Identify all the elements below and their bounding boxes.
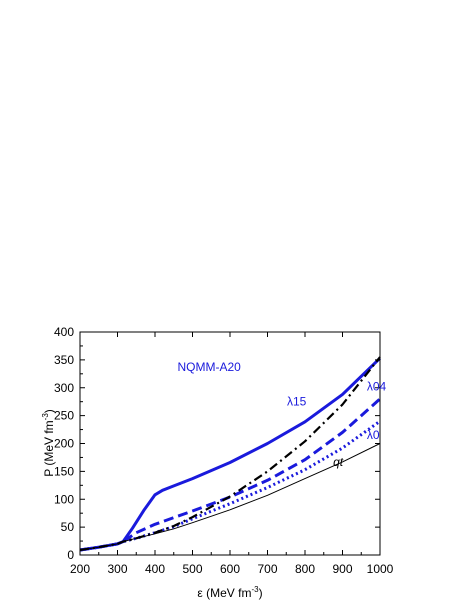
plot-lines xyxy=(79,356,382,552)
series-line-qt xyxy=(79,443,381,551)
x-tick-label: 400 xyxy=(145,562,165,576)
y-tick-label: 100 xyxy=(54,492,74,506)
x-tick-label: 200 xyxy=(70,562,90,576)
x-axis-title: ε (MeV fm-3) xyxy=(197,585,262,600)
series-line-λ0 xyxy=(79,419,381,552)
y-tick-label: 350 xyxy=(54,353,74,367)
series-line-series-3 xyxy=(79,356,381,552)
y-axis-title: P (MeV fm-3) xyxy=(41,409,56,477)
series-labels: λ15 λ04 λ0 qt xyxy=(287,380,387,469)
model-annotation: NQMM-A20 xyxy=(178,360,242,374)
series-line-λ04 xyxy=(79,397,381,552)
x-tick-label: 300 xyxy=(107,562,127,576)
x-tick-label: 500 xyxy=(182,562,202,576)
x-tick-label: 1000 xyxy=(367,562,394,576)
y-tick-label: 400 xyxy=(54,325,74,339)
x-tick-label: 700 xyxy=(257,562,277,576)
y-tick-label: 50 xyxy=(61,520,75,534)
series-label: λ04 xyxy=(367,380,387,394)
x-tick-label: 800 xyxy=(295,562,315,576)
x-tick-label: 900 xyxy=(332,562,352,576)
series-label: λ0 xyxy=(367,428,380,442)
y-tick-label: 150 xyxy=(54,464,74,478)
y-tick-label: 300 xyxy=(54,381,74,395)
axis-ticks xyxy=(79,331,381,556)
series-label: λ15 xyxy=(287,395,307,409)
y-tick-label: 200 xyxy=(54,437,74,451)
tick-labels: 200 300 400 500 600 700 800 900 1000 0 50 100 150 200… xyxy=(54,325,394,576)
x-tick-label: 600 xyxy=(220,562,240,576)
y-tick-label: 0 xyxy=(67,548,74,562)
y-tick-label: 250 xyxy=(54,409,74,423)
series-label: qt xyxy=(333,455,344,469)
